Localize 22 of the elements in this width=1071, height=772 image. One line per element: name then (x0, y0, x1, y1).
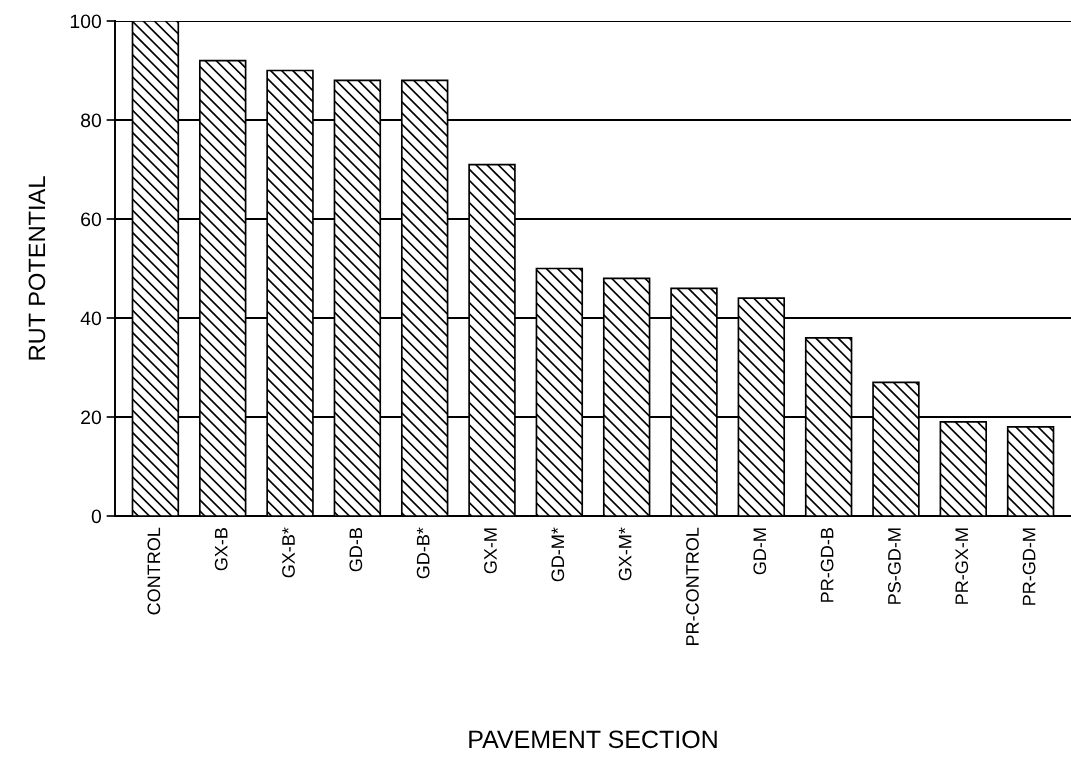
x-tick-label: CONTROL (147, 527, 161, 615)
y-tick-label: 0 (91, 509, 102, 524)
x-tick-label: GX-B* (282, 527, 295, 578)
y-tick-label: 40 (80, 311, 102, 326)
x-tick-label: GD-M (753, 528, 767, 575)
x-tick-label: GX-M (484, 528, 497, 574)
x-tick-label: PR-GD-B (820, 528, 834, 602)
x-tick-label: GD-B (349, 528, 363, 572)
x-tick-label: PR-CONTROL (686, 527, 699, 645)
x-axis-title: PAVEMENT SECTION (469, 730, 717, 749)
y-axis-title: RUT POTENTIAL (28, 176, 46, 360)
x-tick-label: PR-GX-M (955, 528, 969, 604)
x-tick-label: PR-GD-M (1022, 528, 1036, 605)
y-tick-label: 80 (81, 113, 102, 128)
x-tick-label: GX-B (214, 528, 228, 571)
x-tick-label: PS-GD-M (888, 528, 901, 604)
y-tick-label: 100 (70, 14, 102, 29)
y-tick-label: 60 (81, 212, 102, 227)
y-tick-label: 20 (81, 410, 102, 425)
x-tick-label: GD-M* (551, 527, 565, 582)
x-tick-label: GD-B* (416, 527, 430, 579)
x-tick-label: GX-M* (618, 527, 632, 581)
